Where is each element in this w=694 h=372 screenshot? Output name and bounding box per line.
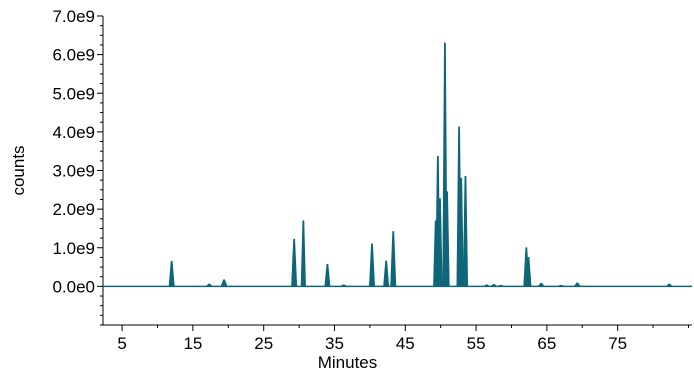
y-axis-title: counts xyxy=(9,145,28,195)
peak xyxy=(462,175,469,287)
peak xyxy=(300,220,306,287)
peak xyxy=(437,198,443,287)
y-tick-label: 2.0e9 xyxy=(52,200,95,219)
y-tick-label: 4.0e9 xyxy=(52,123,95,142)
peak xyxy=(383,260,390,287)
peak xyxy=(390,231,397,287)
y-tick-label: 1.0e9 xyxy=(52,239,95,258)
peak xyxy=(168,260,175,287)
y-tick-label: 6.0e9 xyxy=(52,46,95,65)
x-axis-title: Minutes xyxy=(318,353,378,372)
peak xyxy=(525,257,532,287)
peak xyxy=(483,284,491,287)
peak xyxy=(458,177,464,287)
peak xyxy=(490,284,498,287)
peak xyxy=(205,283,213,287)
x-tick-label: 25 xyxy=(254,334,273,353)
peak xyxy=(665,283,673,287)
peak xyxy=(497,284,505,287)
y-tick-label: 0.0e0 xyxy=(52,277,95,296)
y-tick-label: 7.0e9 xyxy=(52,7,95,26)
x-tick-label: 45 xyxy=(396,334,415,353)
peak xyxy=(369,243,376,287)
peak xyxy=(573,282,581,287)
peak xyxy=(444,191,450,287)
x-tick-label: 35 xyxy=(325,334,344,353)
axes xyxy=(102,16,692,326)
x-tick-label: 75 xyxy=(608,334,627,353)
x-tick-label: 5 xyxy=(117,334,126,353)
peaks xyxy=(168,42,673,287)
y-ticks: 0.0e0 1.0e9 2.0e9 3.0e9 4.0e9 5.0e9 6.0e9 7.0e9 xyxy=(52,7,103,326)
peak xyxy=(340,284,348,287)
x-ticks: 5 15 25 35 45 55 65 75 xyxy=(117,325,689,353)
x-tick-label: 15 xyxy=(183,334,202,353)
peak xyxy=(537,282,545,287)
y-tick-label: 3.0e9 xyxy=(52,162,95,181)
peak xyxy=(557,284,565,287)
peak xyxy=(291,238,298,287)
x-tick-label: 65 xyxy=(537,334,556,353)
x-tick-label: 55 xyxy=(467,334,486,353)
peak xyxy=(324,263,331,287)
y-tick-label: 5.0e9 xyxy=(52,84,95,103)
peak xyxy=(220,279,228,287)
